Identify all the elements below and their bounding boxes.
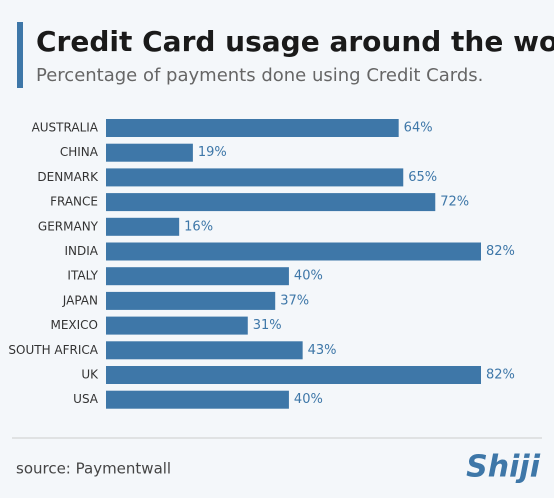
value-label: 40% xyxy=(294,392,323,407)
bar xyxy=(106,143,193,162)
bar xyxy=(106,267,289,286)
bar xyxy=(106,242,481,261)
category-label: FRANCE xyxy=(50,195,98,209)
category-label: CHINA xyxy=(60,145,99,159)
bar xyxy=(106,193,436,212)
bar xyxy=(106,168,404,187)
bar xyxy=(106,291,276,310)
category-label: SOUTH AFRICA xyxy=(8,343,98,357)
value-label: 43% xyxy=(308,343,337,358)
category-label: MEXICO xyxy=(50,318,98,332)
bar xyxy=(106,316,248,335)
value-label: 31% xyxy=(253,318,282,333)
category-label: USA xyxy=(73,392,99,406)
value-label: 82% xyxy=(486,368,515,383)
category-label: INDIA xyxy=(64,244,98,258)
category-label: GERMANY xyxy=(38,219,99,233)
value-label: 37% xyxy=(280,293,309,308)
source: source: Paymentwall xyxy=(16,460,171,478)
category-label: AUSTRALIA xyxy=(32,121,99,135)
logo: Shiji xyxy=(466,450,541,485)
value-label: 72% xyxy=(440,195,469,210)
value-label: 19% xyxy=(198,145,227,160)
bar xyxy=(106,119,399,137)
title-accent xyxy=(17,22,23,88)
chart-subtitle: Percentage of payments done using Credit… xyxy=(36,65,483,86)
value-label: 64% xyxy=(404,121,433,136)
bar xyxy=(106,390,289,409)
value-label: 65% xyxy=(408,170,437,185)
value-label: 16% xyxy=(184,219,213,234)
category-label: DENMARK xyxy=(37,170,99,184)
bar xyxy=(106,366,481,384)
category-label: UK xyxy=(81,368,99,382)
bar xyxy=(106,217,180,236)
value-label: 82% xyxy=(486,244,515,259)
bar xyxy=(106,341,303,360)
chart-title: Credit Card usage around the world xyxy=(36,25,554,58)
category-label: ITALY xyxy=(67,269,98,283)
value-label: 40% xyxy=(294,269,323,284)
category-label: JAPAN xyxy=(62,293,98,307)
